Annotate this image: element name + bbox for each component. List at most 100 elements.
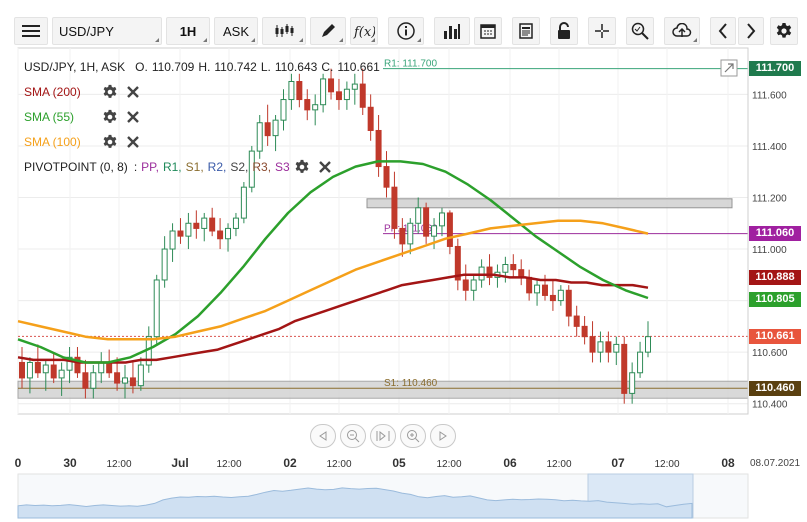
gear-icon[interactable] (102, 109, 118, 125)
pivot-s1: S1, (185, 159, 204, 174)
candle-body (462, 279, 469, 291)
calendar-button[interactable] (474, 17, 502, 45)
zoom-out-button[interactable] (340, 424, 366, 448)
prev-button[interactable] (710, 17, 736, 45)
close-icon[interactable] (125, 84, 141, 100)
price-tag: 111.700 (749, 61, 801, 77)
settings-button[interactable] (770, 17, 798, 45)
candle-body (272, 119, 279, 137)
close-icon[interactable] (317, 159, 333, 175)
candle (82, 359, 89, 399)
candle-body (320, 78, 327, 106)
candle-body (629, 372, 636, 394)
pivot-r3: R3, (252, 159, 272, 174)
candle (240, 182, 247, 224)
candle-body (217, 230, 224, 240)
ohlc-row: USD/JPY, 1H, ASK O. 110.709 H. 110.742 L. 1… (24, 54, 384, 79)
candle-body (98, 361, 105, 374)
candle-body (122, 377, 129, 384)
x-tick-label: 12:00 (216, 459, 241, 470)
pivot-pp: PP, (141, 159, 159, 174)
menu-button[interactable] (14, 17, 48, 45)
triangle-right-icon (439, 431, 447, 441)
candle (438, 207, 445, 237)
price-side-selector[interactable]: ASK (214, 17, 258, 45)
chart-type-button[interactable] (262, 17, 306, 45)
candle (137, 357, 144, 391)
crosshair-button[interactable] (588, 17, 616, 45)
navigator[interactable] (17, 473, 749, 519)
candle-body (399, 227, 406, 245)
close-icon[interactable] (125, 134, 141, 150)
candle-body (106, 361, 113, 374)
candle-body (573, 315, 580, 327)
timeframe-label: 1H (179, 23, 197, 39)
candle-body (343, 88, 350, 101)
lock-button[interactable] (550, 17, 578, 45)
candle (232, 212, 239, 237)
draw-button[interactable] (310, 17, 346, 45)
gear-icon[interactable] (294, 159, 310, 175)
candle-body (534, 284, 541, 294)
pivot-r2: R2, (207, 159, 227, 174)
scroll-left-button[interactable] (310, 424, 336, 448)
candle-body (557, 289, 564, 302)
indicator-button[interactable]: f(x) (350, 17, 378, 45)
lock-icon (558, 22, 570, 39)
candle (288, 73, 295, 110)
candle-body (423, 207, 430, 237)
high-value: 110.742 (214, 59, 257, 74)
candle-body (478, 266, 485, 281)
candle-body (19, 361, 25, 379)
candle-body (351, 83, 358, 90)
symbol-selector[interactable]: USD/JPY (52, 17, 162, 45)
zoom-out-icon (347, 430, 360, 443)
gear-icon[interactable] (102, 84, 118, 100)
candle-body (288, 81, 295, 101)
upload-button[interactable] (664, 17, 700, 45)
candle (510, 254, 517, 278)
gear-icon[interactable] (102, 134, 118, 150)
candle-body (232, 217, 239, 229)
scroll-right-button[interactable] (430, 424, 456, 448)
candle (50, 352, 57, 384)
zoom-in-button[interactable] (400, 424, 426, 448)
candle (367, 94, 374, 141)
candle (201, 212, 208, 242)
candle-body (137, 364, 144, 387)
level-label-s1: S1: 110.460 (384, 378, 438, 389)
expand-icon[interactable] (720, 59, 738, 77)
candle (90, 365, 97, 399)
candle-body (383, 166, 390, 188)
pivot-s2: S2, (230, 159, 249, 174)
chart-nav-controls (310, 424, 456, 448)
candle (415, 197, 422, 234)
candle (565, 285, 572, 327)
candle (42, 359, 49, 391)
legend-sma100: SMA (100) (24, 129, 384, 154)
candle (185, 212, 192, 250)
candle-body (34, 361, 41, 374)
close-icon[interactable] (125, 109, 141, 125)
candle-body (42, 364, 49, 374)
candle (573, 305, 580, 337)
candle (383, 151, 390, 198)
zoom-button[interactable] (626, 17, 654, 45)
candle-body (264, 122, 271, 137)
moving-averages (17, 160, 649, 364)
candle-body (74, 356, 81, 374)
x-tick-label: 12:00 (436, 459, 461, 470)
candle (557, 285, 564, 306)
candle (161, 236, 168, 288)
next-button[interactable] (738, 17, 764, 45)
timeframe-selector[interactable]: 1H (166, 17, 210, 45)
reset-view-button[interactable] (370, 424, 396, 448)
candle (375, 115, 382, 177)
volume-bars-icon (444, 24, 460, 39)
open-label: O. (135, 59, 148, 74)
menu-icon (22, 25, 40, 37)
info-button[interactable] (388, 17, 424, 45)
news-button[interactable] (512, 17, 540, 45)
volume-button[interactable] (434, 17, 470, 45)
